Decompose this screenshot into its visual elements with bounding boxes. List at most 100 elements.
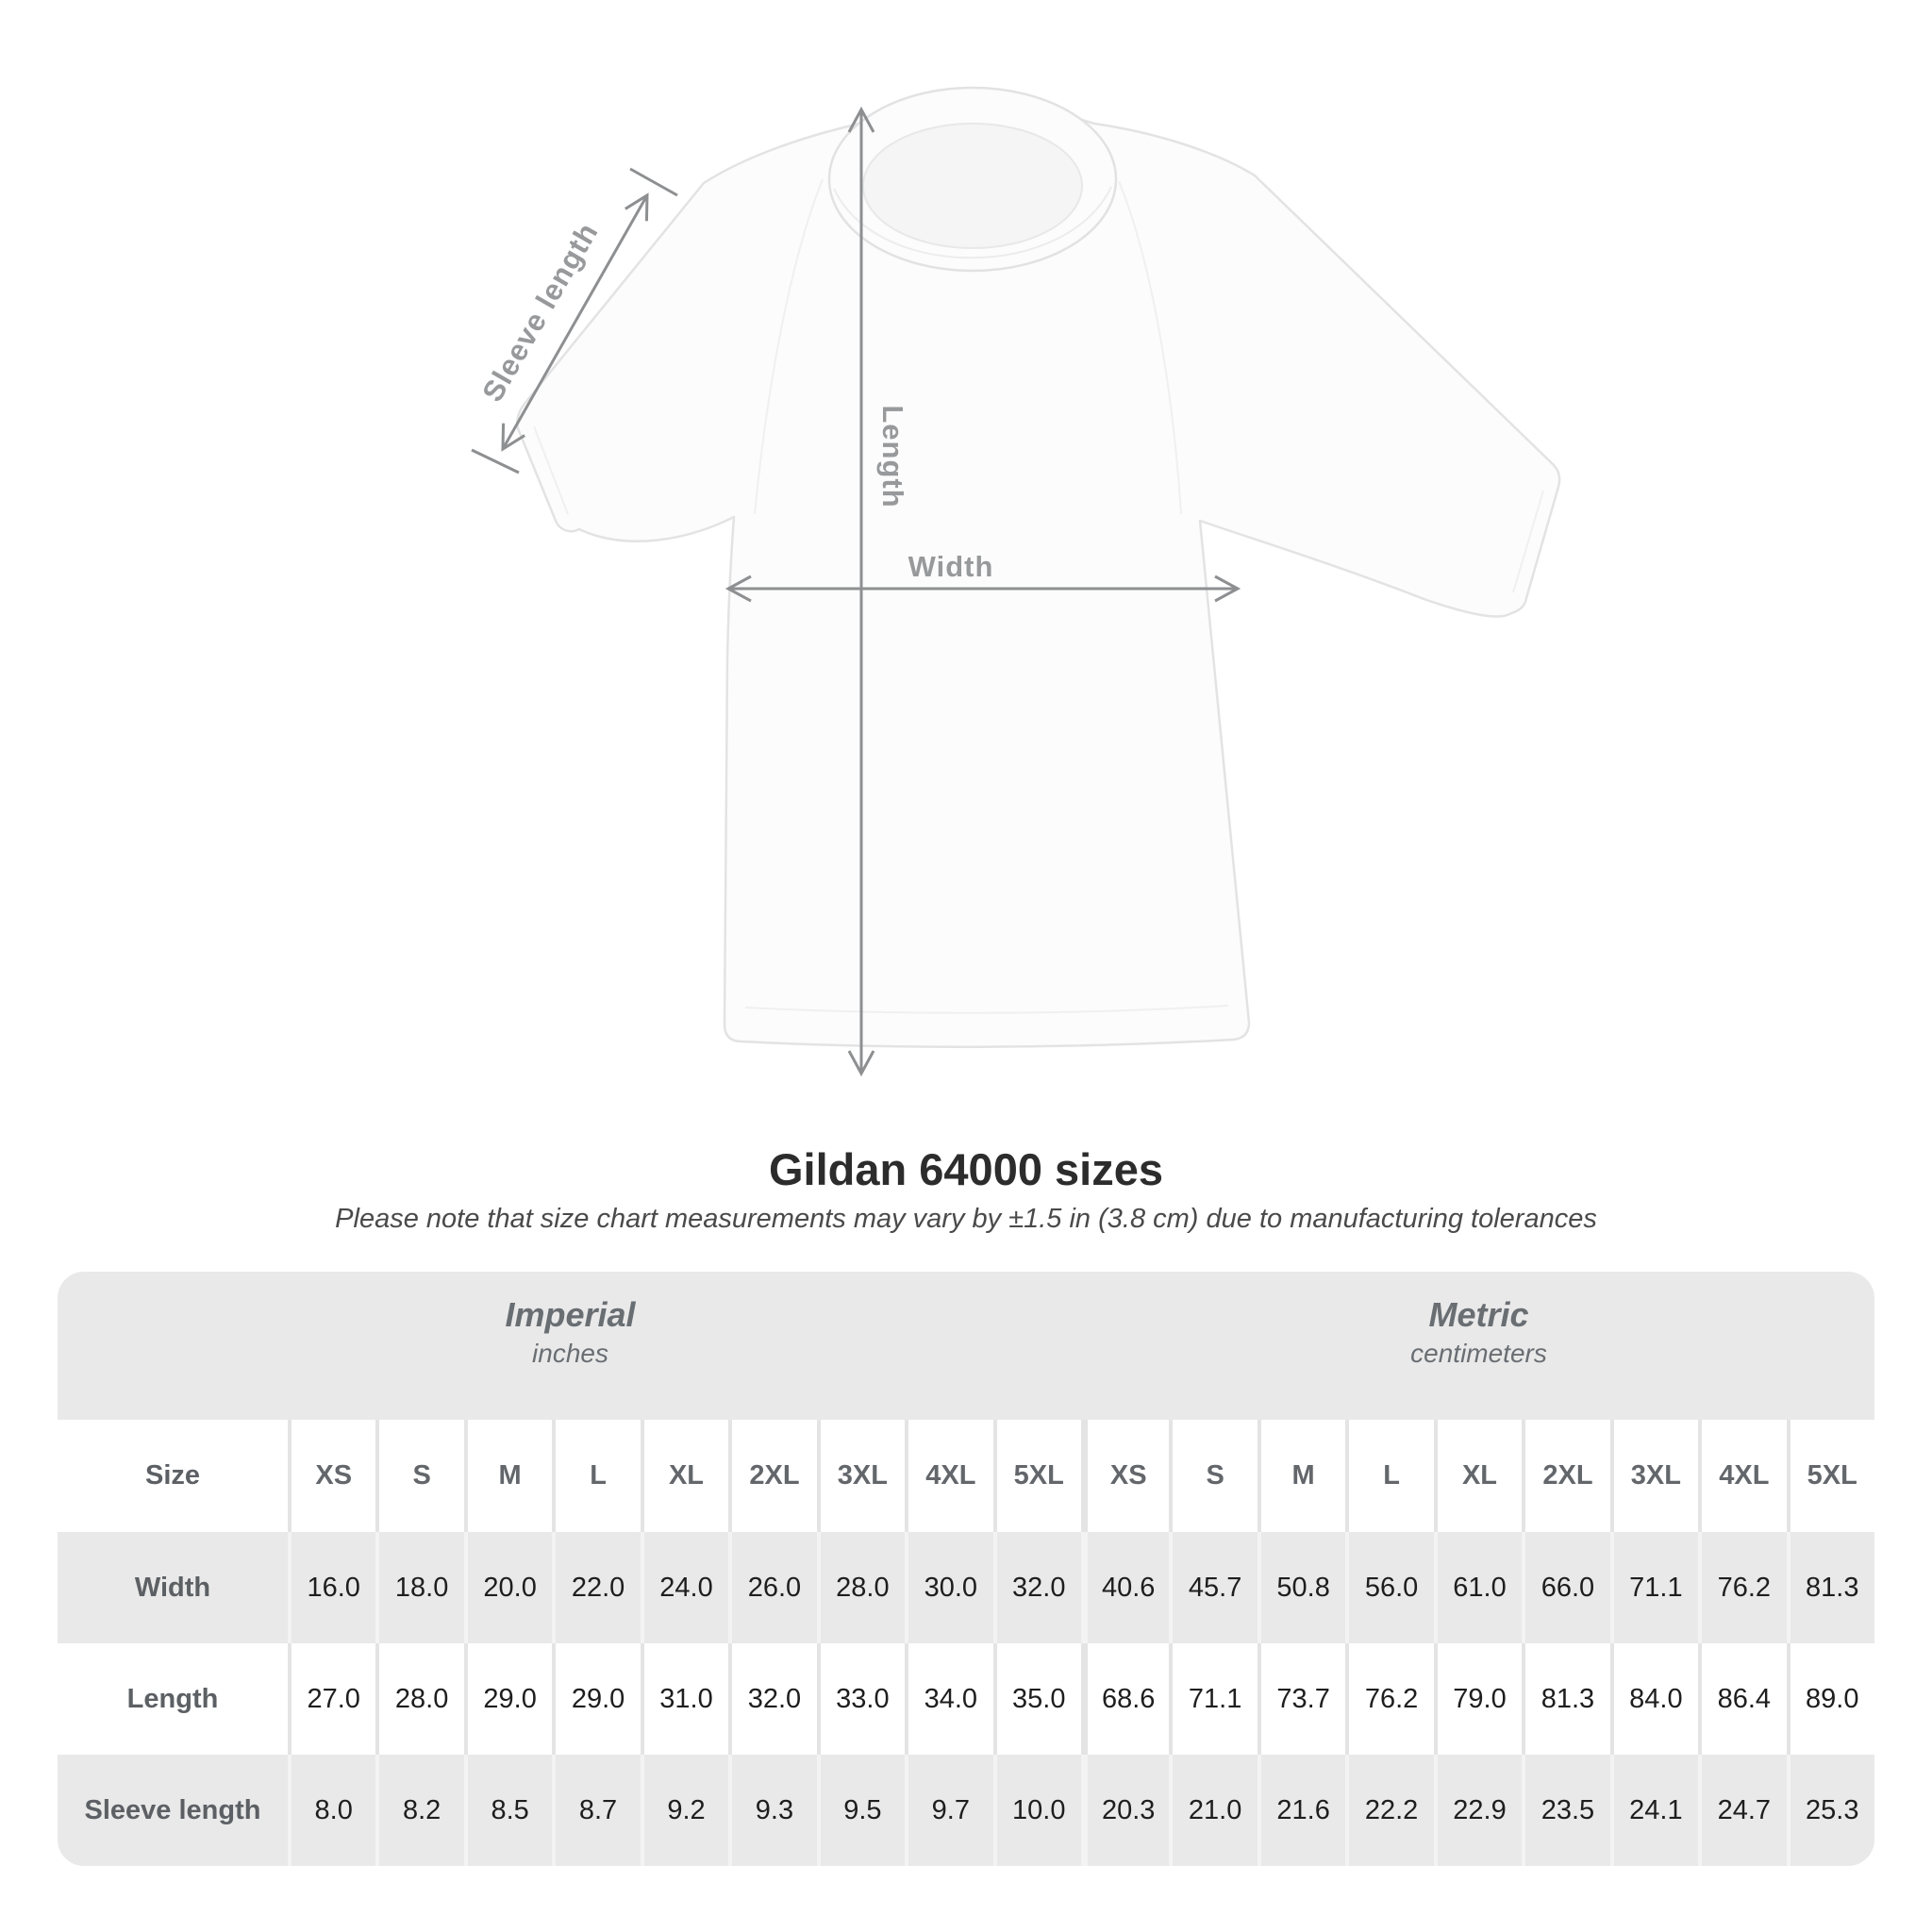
value-cell: 33.0 — [816, 1643, 905, 1755]
value-cell: 9.3 — [728, 1755, 816, 1866]
value-cell: 8.5 — [463, 1755, 552, 1866]
length-label: Length — [876, 405, 909, 508]
size-col-header: S — [1169, 1420, 1257, 1532]
size-col-header: 2XL — [728, 1420, 816, 1532]
value-cell: 76.2 — [1345, 1643, 1433, 1755]
size-col-header: S — [375, 1420, 463, 1532]
unit-header-band: Imperial inches Metric centimeters — [58, 1272, 1874, 1420]
row-label: Sleeve length — [84, 1794, 261, 1825]
value-cell: 29.0 — [552, 1643, 640, 1755]
value-cell: 40.6 — [1080, 1532, 1169, 1643]
value-cell: 23.5 — [1522, 1755, 1609, 1866]
value-cell: 9.7 — [905, 1755, 992, 1866]
page-title: Gildan 64000 sizes — [768, 1144, 1164, 1194]
imperial-unit: inches — [532, 1339, 608, 1368]
size-col-header: XL — [1433, 1420, 1522, 1532]
tshirt-measurement-diagram: Sleeve length Length Width — [471, 86, 1561, 1077]
value-cell: 35.0 — [992, 1643, 1081, 1755]
value-cell: 81.3 — [1522, 1643, 1609, 1755]
value-cell: 22.0 — [552, 1532, 640, 1643]
value-cell: 8.7 — [552, 1755, 640, 1866]
value-cell: 24.1 — [1609, 1755, 1698, 1866]
value-cell: 20.3 — [1080, 1755, 1169, 1866]
width-label: Width — [908, 550, 994, 583]
value-cell: 10.0 — [992, 1755, 1081, 1866]
value-cell: 21.0 — [1169, 1755, 1257, 1866]
value-cell: 81.3 — [1786, 1532, 1874, 1643]
value-cell: 50.8 — [1257, 1532, 1345, 1643]
metric-unit: centimeters — [1410, 1339, 1547, 1368]
size-col-header: XS — [288, 1420, 375, 1532]
value-cell: 28.0 — [375, 1643, 463, 1755]
value-cell: 84.0 — [1609, 1643, 1698, 1755]
value-cell: 16.0 — [288, 1532, 375, 1643]
value-cell: 61.0 — [1433, 1532, 1522, 1643]
imperial-section-header: Imperial inches — [58, 1272, 1083, 1420]
value-cell: 86.4 — [1698, 1643, 1786, 1755]
size-col-header: 5XL — [1786, 1420, 1874, 1532]
value-cell: 26.0 — [728, 1532, 816, 1643]
value-cell: 32.0 — [992, 1532, 1081, 1643]
value-cell: 24.7 — [1698, 1755, 1786, 1866]
size-col-header: 3XL — [1609, 1420, 1698, 1532]
table-row-length: Length 27.0 28.0 29.0 29.0 31.0 32.0 33.… — [58, 1643, 1874, 1755]
size-col-header: M — [463, 1420, 552, 1532]
imperial-label: Imperial — [505, 1295, 636, 1334]
value-cell: 20.0 — [463, 1532, 552, 1643]
size-table: Imperial inches Metric centimeters Size … — [58, 1272, 1874, 1866]
value-cell: 66.0 — [1522, 1532, 1609, 1643]
value-cell: 25.3 — [1786, 1755, 1874, 1866]
value-cell: 21.6 — [1257, 1755, 1345, 1866]
size-col-header: 4XL — [1698, 1420, 1786, 1532]
tolerance-note: Please note that size chart measurements… — [335, 1204, 1597, 1234]
value-cell: 24.0 — [640, 1532, 728, 1643]
value-cell: 73.7 — [1257, 1643, 1345, 1755]
value-cell: 9.2 — [640, 1755, 728, 1866]
metric-section-header: Metric centimeters — [1083, 1272, 1874, 1420]
metric-label: Metric — [1428, 1295, 1529, 1334]
value-cell: 9.5 — [816, 1755, 905, 1866]
value-cell: 68.6 — [1080, 1643, 1169, 1755]
right-cuff-stitch — [1512, 490, 1544, 593]
sleeve-length-arrow — [501, 192, 649, 452]
row-label: Width — [134, 1572, 211, 1603]
value-cell: 79.0 — [1433, 1643, 1522, 1755]
value-cell: 30.0 — [905, 1532, 992, 1643]
value-cell: 27.0 — [288, 1643, 375, 1755]
left-sleeve-seam — [754, 178, 824, 515]
size-col-header: L — [552, 1420, 640, 1532]
collar-inner — [862, 123, 1083, 249]
value-cell: 18.0 — [375, 1532, 463, 1643]
sleeve-arrow-bottom-tick — [471, 448, 520, 475]
value-cell: 32.0 — [728, 1643, 816, 1755]
value-cell: 8.2 — [375, 1755, 463, 1866]
table-row-sleeve-length: Sleeve length 8.0 8.2 8.5 8.7 9.2 9.3 9.… — [58, 1755, 1874, 1866]
size-col-header: XL — [640, 1420, 728, 1532]
value-cell: 8.0 — [288, 1755, 375, 1866]
value-cell: 22.2 — [1345, 1755, 1433, 1866]
value-cell: 34.0 — [905, 1643, 992, 1755]
hem-stitch — [744, 1005, 1229, 1014]
size-col-header: M — [1257, 1420, 1345, 1532]
size-col-header: 5XL — [992, 1420, 1081, 1532]
size-header-row: Size XS S M L XL 2XL 3XL 4XL 5XL XS S M … — [58, 1420, 1874, 1532]
table-row-width: Width 16.0 18.0 20.0 22.0 24.0 26.0 28.0… — [58, 1532, 1874, 1643]
value-cell: 29.0 — [463, 1643, 552, 1755]
size-col-header: 4XL — [905, 1420, 992, 1532]
size-corner-header: Size — [144, 1460, 201, 1491]
value-cell: 56.0 — [1345, 1532, 1433, 1643]
right-sleeve-seam — [1118, 180, 1182, 515]
value-cell: 22.9 — [1433, 1755, 1522, 1866]
size-col-header: XS — [1080, 1420, 1169, 1532]
value-cell: 45.7 — [1169, 1532, 1257, 1643]
value-cell: 89.0 — [1786, 1643, 1874, 1755]
value-cell: 28.0 — [816, 1532, 905, 1643]
value-cell: 76.2 — [1698, 1532, 1786, 1643]
sleeve-arrow-top-tick — [629, 167, 678, 197]
size-col-header: 3XL — [816, 1420, 905, 1532]
row-label: Length — [126, 1683, 219, 1714]
value-cell: 31.0 — [640, 1643, 728, 1755]
value-cell: 71.1 — [1169, 1643, 1257, 1755]
tshirt-graphic — [471, 86, 1561, 1077]
value-cell: 71.1 — [1609, 1532, 1698, 1643]
